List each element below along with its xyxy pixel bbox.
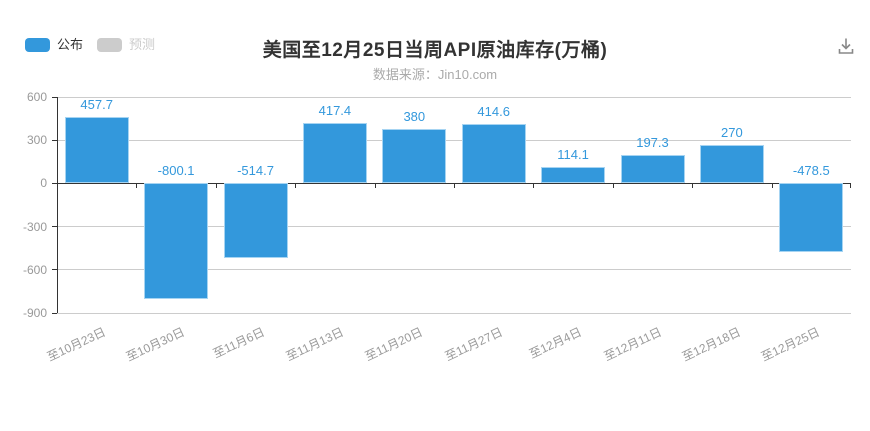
x-axis-tick bbox=[533, 183, 534, 189]
bar-value-label: 114.1 bbox=[557, 146, 589, 162]
legend-swatch-forecast bbox=[97, 38, 123, 52]
bar[interactable] bbox=[303, 123, 367, 184]
gridline bbox=[57, 312, 851, 314]
bar[interactable] bbox=[779, 183, 843, 253]
x-axis-label: 至12月11日 bbox=[601, 324, 664, 364]
legend-label: 公布 bbox=[57, 37, 84, 52]
legend-swatch-published bbox=[25, 38, 50, 52]
y-axis-label: 300 bbox=[26, 133, 47, 148]
gridline bbox=[57, 96, 851, 98]
bar[interactable] bbox=[224, 183, 288, 258]
gridline bbox=[57, 139, 851, 141]
x-axis-tick bbox=[454, 183, 455, 189]
x-axis-tick bbox=[57, 183, 58, 189]
bar-value-label: 197.3 bbox=[636, 134, 669, 150]
chart-legend: 公布 预测 bbox=[25, 38, 169, 52]
bar-value-label: 457.7 bbox=[80, 97, 113, 113]
bar-value-label: -478.5 bbox=[792, 163, 830, 179]
x-axis-tick bbox=[216, 183, 217, 189]
bar[interactable] bbox=[65, 117, 129, 184]
bar[interactable] bbox=[462, 123, 526, 184]
x-axis-tick bbox=[375, 183, 376, 189]
x-axis-tick bbox=[772, 183, 773, 189]
bar-value-label: -514.7 bbox=[237, 163, 274, 179]
x-axis-label: 至11月13日 bbox=[283, 324, 346, 364]
gridline bbox=[57, 226, 851, 228]
x-axis-label: 至11月20日 bbox=[363, 324, 426, 364]
legend-item-forecast[interactable]: 预测 bbox=[97, 38, 155, 52]
bar[interactable] bbox=[621, 154, 685, 184]
legend-item-published[interactable]: 公布 bbox=[25, 38, 83, 52]
x-axis-label: 至10月30日 bbox=[124, 324, 187, 365]
x-axis-label: 至12月25日 bbox=[759, 324, 823, 365]
x-axis-tick bbox=[692, 183, 693, 189]
bar[interactable] bbox=[382, 128, 446, 184]
y-axis-label: 0 bbox=[40, 176, 47, 191]
chart-subtitle: 数据来源：Jin10.com bbox=[372, 67, 498, 82]
bar[interactable] bbox=[541, 166, 605, 184]
x-axis-label: 至11月6日 bbox=[210, 324, 267, 361]
y-axis-label: -600 bbox=[22, 262, 47, 277]
x-axis-tick bbox=[613, 183, 614, 189]
bar-value-label: 380 bbox=[403, 108, 426, 124]
x-axis-tick bbox=[136, 183, 137, 189]
plot-area: 600 300 0 -300 -600 -900 457.7 -800.1 -514.7 417.… bbox=[23, 90, 851, 364]
y-axis-tick bbox=[52, 96, 57, 98]
bar-value-label: 414.6 bbox=[477, 103, 510, 119]
bar-value-label: -800.1 bbox=[157, 163, 195, 179]
y-axis-tick bbox=[52, 226, 57, 228]
y-axis-tick bbox=[52, 182, 57, 184]
chart-title: 美国至12月25日当周API原油库存(万桶) bbox=[262, 40, 608, 61]
x-axis-label: 至12月18日 bbox=[679, 324, 743, 365]
y-axis-tick bbox=[52, 269, 57, 271]
x-axis-tick bbox=[850, 183, 851, 189]
bar[interactable] bbox=[700, 144, 764, 184]
download-icon bbox=[838, 38, 854, 54]
x-axis-label: 至12月4日 bbox=[527, 324, 584, 362]
y-axis-label: 600 bbox=[26, 90, 47, 104]
bar-value-label: 417.4 bbox=[318, 103, 352, 119]
y-axis-label: -300 bbox=[22, 219, 47, 234]
download-button[interactable] bbox=[832, 32, 860, 60]
gridline bbox=[57, 269, 851, 271]
y-axis-line bbox=[57, 97, 58, 313]
y-axis-label: -900 bbox=[22, 306, 47, 320]
bar-value-label: 270 bbox=[721, 124, 743, 140]
legend-label: 预测 bbox=[129, 37, 156, 52]
x-axis-tick bbox=[295, 183, 296, 189]
y-axis-tick bbox=[52, 312, 57, 314]
y-axis-tick bbox=[52, 139, 57, 141]
bar[interactable] bbox=[144, 183, 208, 299]
x-axis-label: 至11月27日 bbox=[442, 324, 505, 364]
